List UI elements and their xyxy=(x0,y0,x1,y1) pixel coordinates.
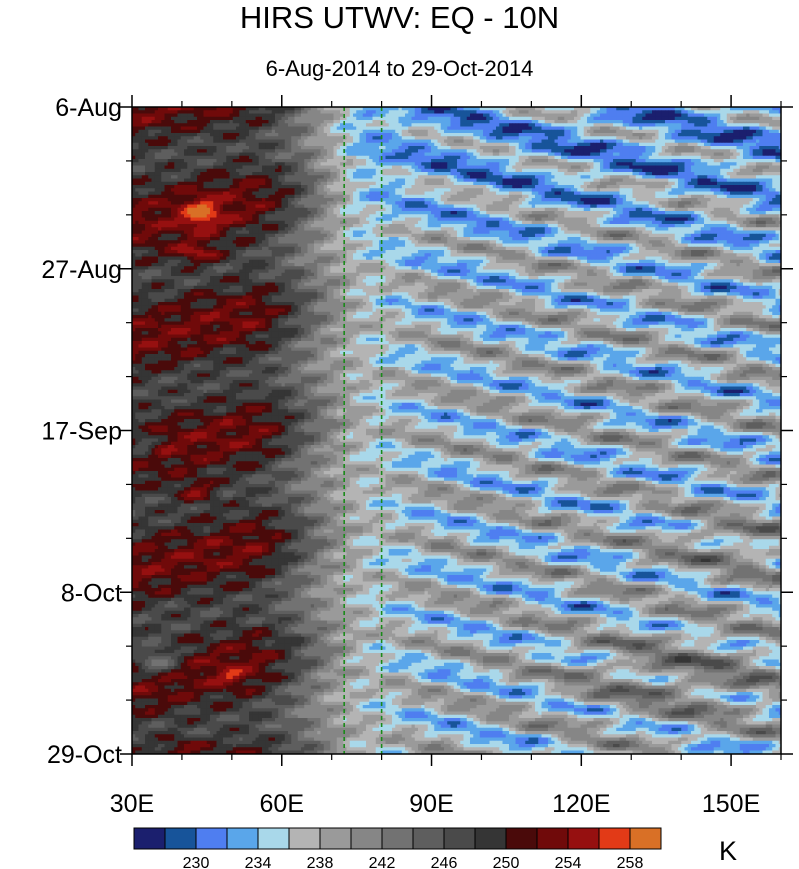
x-tick-label: 150E xyxy=(702,790,760,818)
colorbar-tick-label: 238 xyxy=(307,855,334,869)
y-tick-label: 8-Oct xyxy=(61,579,122,607)
colorbar-tick-label: 254 xyxy=(555,855,582,869)
field-raster xyxy=(132,107,782,757)
colorbar-tick-label: 250 xyxy=(493,855,520,869)
colorbar-box xyxy=(444,828,475,849)
y-tick-label: 29-Oct xyxy=(47,741,122,769)
y-tick-label: 27-Aug xyxy=(41,256,122,284)
colorbar-box xyxy=(165,828,196,849)
x-tick-label: 120E xyxy=(552,790,610,818)
colorbar-box xyxy=(382,828,413,849)
colorbar-box xyxy=(134,828,165,849)
colorbar-box xyxy=(475,828,506,849)
colorbar-box xyxy=(289,828,320,849)
colorbar-box xyxy=(537,828,568,849)
colorbar-box xyxy=(227,828,258,849)
colorbar-box xyxy=(351,828,382,849)
colorbar-tick-label: 258 xyxy=(617,855,644,869)
x-tick-label: 90E xyxy=(409,790,453,818)
colorbar-box xyxy=(258,828,289,849)
x-tick-label: 60E xyxy=(260,790,304,818)
colorbar-box xyxy=(320,828,351,849)
colorbar-box xyxy=(630,828,661,849)
y-tick-label: 17-Sep xyxy=(41,418,122,446)
colorbar-box xyxy=(568,828,599,849)
colorbar-tick-label: 230 xyxy=(183,855,210,869)
colorbar-tick-label: 246 xyxy=(431,855,458,869)
plot-area xyxy=(132,107,782,757)
colorbar-tick-label: 242 xyxy=(369,855,396,869)
colorbar: 230 234 238 242 246 250 254 258 K xyxy=(134,828,737,869)
colorbar-box xyxy=(413,828,444,849)
colorbar-box xyxy=(599,828,630,849)
x-tick-label: 30E xyxy=(110,790,154,818)
colorbar-box xyxy=(506,828,537,849)
colorbar-box xyxy=(196,828,227,849)
y-tick-label: 6-Aug xyxy=(55,94,122,122)
colorbar-unit-label: K xyxy=(719,836,737,866)
colorbar-tick-label: 234 xyxy=(245,855,272,869)
